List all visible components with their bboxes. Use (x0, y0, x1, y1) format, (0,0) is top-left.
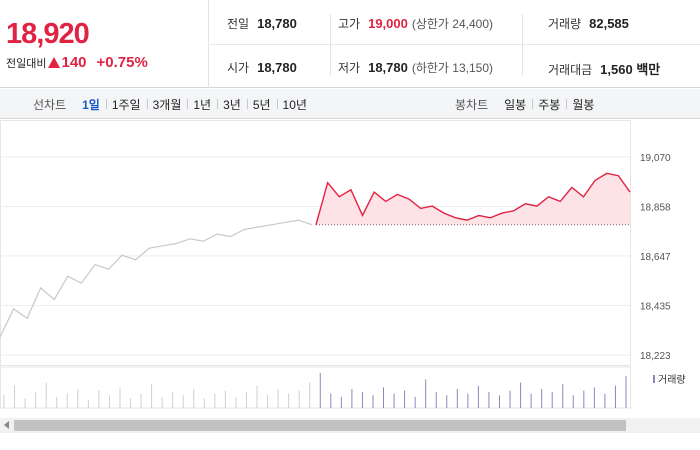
today-series (315, 172, 631, 225)
line-period-tab[interactable]: 10년 (276, 96, 313, 113)
y-tick-label: 19,070 (640, 153, 671, 164)
plot-frame (0, 120, 631, 366)
change-rate: +0.75% (96, 54, 148, 71)
prev-day-series (0, 219, 313, 338)
volume-stat: 거래량 82,585 (548, 15, 629, 32)
column-divider (330, 14, 331, 76)
summary-divider (210, 44, 700, 45)
prev-close-stat: 전일 18,780 (227, 15, 297, 32)
prev-close-value: 18,780 (257, 16, 297, 31)
line-chart-tabs: 선차트 1일 1주일 3개월 1년 3년 5년 10년 (33, 89, 313, 119)
line-chart-title: 선차트 (33, 97, 67, 112)
prev-day-line (0, 219, 313, 338)
amount-value: 1,560 백만 (600, 62, 661, 77)
low-value: 18,780 (368, 60, 408, 75)
open-label: 시가 (227, 61, 250, 75)
line-period-tab[interactable]: 5년 (246, 96, 277, 113)
high-value: 19,000 (368, 16, 408, 31)
current-price: 18,920 (6, 18, 90, 50)
column-divider (522, 14, 523, 76)
y-tick-label: 18,858 (640, 203, 671, 214)
period-tabs: 선차트 1일 1주일 3개월 1년 3년 5년 10년 봉차트 일봉 주봉 월봉 (0, 89, 700, 119)
volume-value: 82,585 (589, 16, 629, 31)
candle-chart-tabs: 봉차트 일봉 주봉 월봉 (455, 89, 600, 119)
lower-limit: (하한가 13,150) (411, 61, 494, 75)
low-label: 저가 (338, 61, 361, 75)
volume-label: 거래량 (548, 17, 582, 31)
change-value: 140 (61, 54, 87, 71)
line-period-tab[interactable]: 1년 (187, 96, 217, 113)
grid (0, 120, 631, 366)
price-fill (316, 173, 630, 225)
change-label: 전일대비 (6, 57, 47, 70)
line-period-tab[interactable]: 3개월 (146, 96, 188, 113)
candle-period-tab[interactable]: 주봉 (532, 96, 566, 113)
volume-legend-label: 거래량 (658, 374, 686, 386)
candle-period-tab[interactable]: 일봉 (504, 97, 527, 112)
volume-frame (0, 366, 631, 409)
chart-canvas: 18,223 18,435 18,647 18,858 19,070 거래량 (0, 120, 700, 433)
scroll-left-icon (4, 421, 9, 429)
line-period-tab[interactable]: 1일 (82, 97, 100, 112)
candle-chart-title: 봉차트 (455, 97, 489, 112)
amount-label: 거래대금 (548, 63, 593, 77)
y-tick-label: 18,435 (640, 301, 671, 312)
low-stat: 저가 18,780 (하한가 13,150) (338, 59, 493, 76)
scroll-thumb (14, 420, 626, 431)
open-value: 18,780 (257, 60, 297, 75)
volume-bars: 거래량 (0, 366, 686, 409)
scrollbar[interactable] (0, 418, 700, 433)
high-label: 고가 (338, 17, 361, 31)
price-summary: 18,920 전일대비 140 +0.75% 전일 18,780 고가 19,000… (0, 0, 700, 88)
open-stat: 시가 18,780 (227, 59, 297, 76)
high-stat: 고가 19,000 (상한가 24,400) (338, 15, 493, 32)
change-row: 전일대비 140 +0.75% (6, 54, 148, 71)
upper-limit: (상한가 24,400) (411, 17, 494, 31)
amount-stat: 거래대금 1,560 백만 (548, 59, 660, 78)
line-period-tab[interactable]: 1주일 (105, 96, 147, 113)
y-tick-label: 18,647 (640, 252, 671, 263)
price-area (315, 172, 631, 226)
current-price-box: 18,920 전일대비 140 +0.75% (0, 0, 209, 88)
y-tick-label: 18,223 (640, 351, 671, 362)
prev-close-label: 전일 (227, 17, 250, 31)
line-period-tab[interactable]: 3년 (217, 96, 247, 113)
candle-period-tab[interactable]: 월봉 (566, 96, 600, 113)
intraday-chart: 18,223 18,435 18,647 18,858 19,070 거래량 (0, 120, 700, 450)
up-arrow-icon (48, 57, 61, 68)
volume-legend-icon (653, 375, 655, 383)
y-axis: 18,223 18,435 18,647 18,858 19,070 (640, 153, 671, 362)
